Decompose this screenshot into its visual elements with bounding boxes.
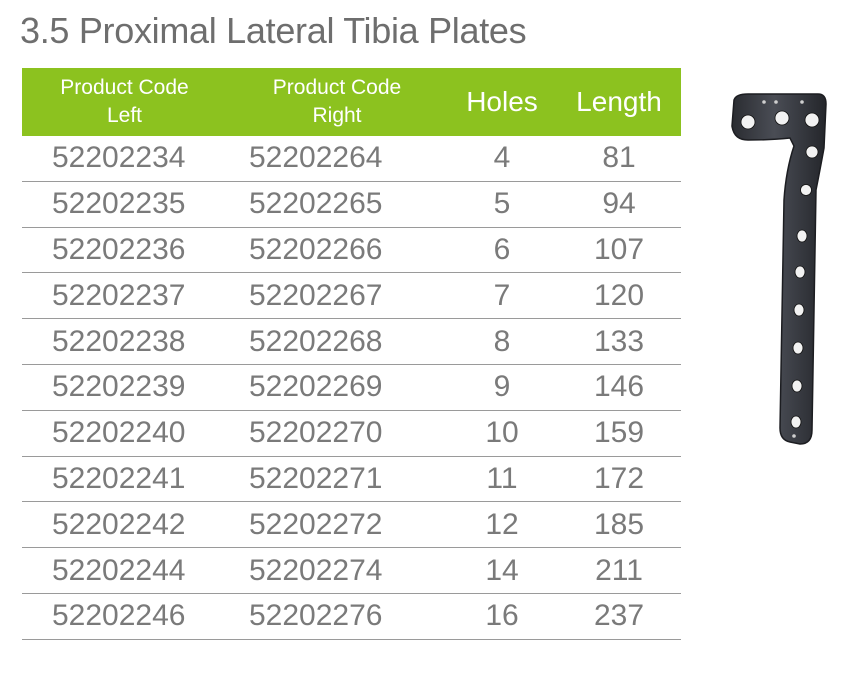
table-row: 52202244 52202274 14 211 <box>22 548 681 594</box>
cell-code-left: 52202246 <box>52 599 186 633</box>
cell-holes: 10 <box>485 416 519 450</box>
cell-holes: 11 <box>486 461 518 495</box>
table-row: 52202235 52202265 5 94 <box>22 182 681 228</box>
cell-code-right: 52202266 <box>249 232 383 266</box>
cell-code-left: 52202241 <box>52 461 186 495</box>
table-row: 52202240 52202270 10 159 <box>22 411 681 457</box>
cell-code-right: 52202276 <box>249 599 383 633</box>
table-row: 52202236 52202266 6 107 <box>22 228 681 274</box>
header-right-line1: Product Code <box>272 76 402 99</box>
header-left-line2: Left <box>106 104 143 127</box>
plate-body <box>731 93 827 445</box>
product-table: Product Code Left Product Code Right Hol… <box>22 68 681 640</box>
cell-holes: 5 <box>493 187 511 221</box>
tibia-plate-image <box>731 93 827 445</box>
cell-length: 237 <box>593 599 645 633</box>
header-holes: Holes <box>466 86 538 117</box>
plate-holes <box>740 110 820 429</box>
cell-code-left: 52202238 <box>52 324 186 358</box>
cell-code-right: 52202268 <box>249 324 383 358</box>
plate-k-wire-holes <box>762 100 804 438</box>
cell-code-right: 52202270 <box>249 416 383 450</box>
cell-code-left: 52202236 <box>52 232 186 266</box>
cell-length: 172 <box>593 461 645 495</box>
cell-code-left: 52202234 <box>52 141 186 175</box>
cell-code-right: 52202272 <box>249 507 383 541</box>
cell-length: 81 <box>602 141 636 175</box>
cell-code-right: 52202264 <box>249 141 383 175</box>
cell-length: 185 <box>593 507 645 541</box>
cell-code-right: 52202265 <box>249 187 383 221</box>
header-length: Length <box>576 86 662 117</box>
table-header: Product Code Left Product Code Right Hol… <box>22 68 681 136</box>
cell-code-right: 52202274 <box>249 553 383 587</box>
cell-holes: 12 <box>485 507 519 541</box>
cell-holes: 8 <box>493 324 511 358</box>
table-row: 52202246 52202276 16 237 <box>22 594 681 640</box>
page-title: 3.5 Proximal Lateral Tibia Plates <box>20 10 527 51</box>
cell-length: 107 <box>593 232 645 266</box>
cell-code-right: 52202269 <box>249 370 383 404</box>
cell-length: 133 <box>593 324 645 358</box>
table-row: 52202242 52202272 12 185 <box>22 502 681 549</box>
cell-length: 211 <box>595 553 643 587</box>
cell-code-left: 52202242 <box>52 507 186 541</box>
cell-holes: 7 <box>493 278 511 312</box>
cell-length: 146 <box>593 370 645 404</box>
table-row: 52202238 52202268 8 133 <box>22 319 681 365</box>
header-left-line1: Product Code <box>60 76 189 99</box>
cell-code-left: 52202237 <box>52 278 186 312</box>
cell-length: 94 <box>602 187 636 221</box>
cell-code-right: 52202271 <box>249 461 383 495</box>
header-product-code-left: Product Code Left <box>22 74 227 130</box>
cell-code-right: 52202267 <box>249 278 383 312</box>
cell-code-left: 52202239 <box>52 370 186 404</box>
cell-code-left: 52202240 <box>52 416 186 450</box>
cell-code-left: 52202235 <box>52 187 186 221</box>
cell-length: 159 <box>593 416 645 450</box>
cell-holes: 14 <box>485 553 519 587</box>
header-right-line2: Right <box>312 104 362 127</box>
cell-holes: 16 <box>485 599 519 633</box>
table-body: 52202234 52202264 4 81 52202235 52202265 5 94 52… <box>22 136 681 640</box>
header-product-code-right: Product Code Right <box>227 74 447 130</box>
table-row: 52202237 52202267 7 120 <box>22 273 681 320</box>
cell-length: 120 <box>593 278 645 312</box>
cell-holes: 6 <box>493 232 511 266</box>
table-row: 52202234 52202264 4 81 <box>22 136 681 182</box>
table-row: 52202239 52202269 9 146 <box>22 365 681 411</box>
cell-code-left: 52202244 <box>52 553 186 587</box>
cell-holes: 4 <box>493 141 511 175</box>
table-row: 52202241 52202271 11 172 <box>22 457 681 503</box>
cell-holes: 9 <box>493 370 511 404</box>
